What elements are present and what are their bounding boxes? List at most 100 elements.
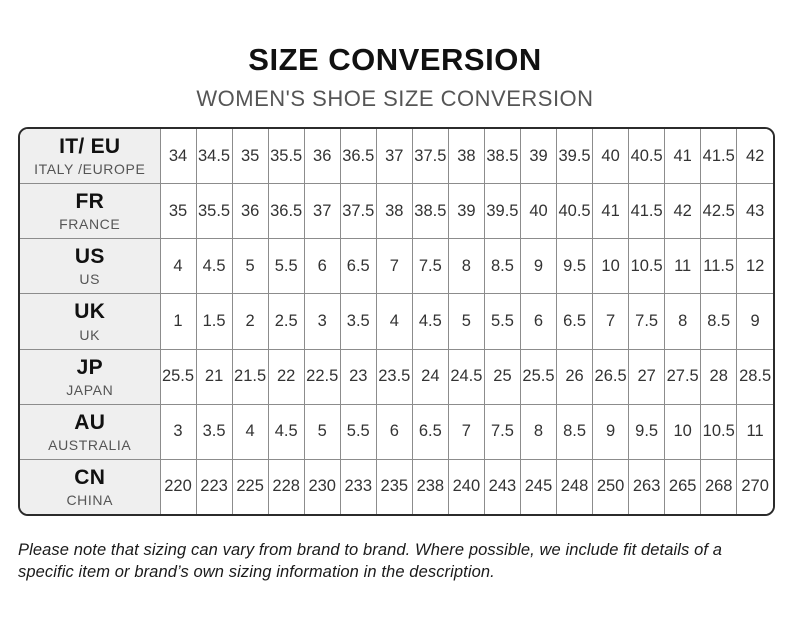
size-cell: 42 <box>736 129 773 185</box>
size-cell: 5 <box>448 293 485 350</box>
size-cell: 22 <box>268 349 305 405</box>
size-conversion-table: IT/ EU ITALY /EUROPE 34 34.5 35 35.5 36 36.5 37 3… <box>20 129 773 514</box>
page-subtitle: WOMEN'S SHOE SIZE CONVERSION <box>196 85 594 111</box>
table-row: AU AUSTRALIA 3 3.5 4 4.5 5 5.5 6 6.5 7 7.5 8 8.5 9 9.5 1… <box>20 404 773 460</box>
size-cell: 4 <box>232 404 269 460</box>
size-cell: 5 <box>232 238 269 295</box>
size-cell: 225 <box>232 459 269 514</box>
table-row: US US 4 4.5 5 5.5 6 6.5 7 7.5 8 8.5 9 9.5 10 10.5 11 11.5… <box>20 238 773 295</box>
table-row: CN CHINA 220 223 225 228 230 233 235 238 240 243 245… <box>20 459 773 514</box>
size-cell: 42.5 <box>700 183 738 240</box>
size-cell: 35 <box>160 183 197 240</box>
size-cell: 7.5 <box>628 293 666 350</box>
size-cell: 38 <box>448 129 485 185</box>
table-row: IT/ EU ITALY /EUROPE 34 34.5 35 35.5 36 36.5 37 3… <box>20 129 773 185</box>
page-header: SIZE CONVERSION WOMEN'S SHOE SIZE CONVER… <box>0 0 790 112</box>
size-cell: 265 <box>664 459 702 514</box>
size-cell: 270 <box>736 459 773 514</box>
size-cell: 40 <box>520 183 558 240</box>
size-cell: 8.5 <box>484 238 521 295</box>
size-cell: 37.5 <box>340 183 377 240</box>
row-code: UK <box>74 300 106 324</box>
size-cell: 220 <box>160 459 197 514</box>
size-cell: 8.5 <box>700 293 738 350</box>
size-cell: 35 <box>232 129 269 185</box>
row-region: US <box>79 271 101 288</box>
size-cell: 8 <box>448 238 485 295</box>
size-cell: 9 <box>736 293 773 350</box>
size-cell: 7 <box>592 293 630 350</box>
size-cell: 10 <box>592 238 630 295</box>
size-cell: 7.5 <box>412 238 449 295</box>
size-cell: 245 <box>520 459 558 514</box>
size-cell: 34.5 <box>196 129 233 185</box>
row-region: JAPAN <box>66 381 114 398</box>
size-cell: 36 <box>232 183 269 240</box>
size-cell: 24 <box>412 349 449 405</box>
size-cell: 235 <box>376 459 413 514</box>
size-cell: 7.5 <box>484 404 521 460</box>
row-region: CHINA <box>66 492 114 508</box>
row-code: AU <box>74 410 106 434</box>
size-cell: 21 <box>196 349 233 405</box>
size-cell: 3.5 <box>340 293 377 350</box>
size-cell: 228 <box>268 459 305 514</box>
size-cell: 4.5 <box>268 404 305 460</box>
size-cell: 9.5 <box>556 238 594 295</box>
size-cell: 10 <box>664 404 702 460</box>
row-code: US <box>74 245 105 269</box>
size-cell: 21.5 <box>232 349 269 405</box>
table-row: JP JAPAN 25.5 21 21.5 22 22.5 23 23.5 24 24.5 25 25.… <box>20 349 773 405</box>
size-cell: 41.5 <box>700 129 738 185</box>
size-cell: 41.5 <box>628 183 666 240</box>
row-header-cell: IT/ EU ITALY /EUROPE <box>20 129 161 185</box>
size-cell: 238 <box>412 459 449 514</box>
size-cell: 39 <box>448 183 485 240</box>
page-title: SIZE CONVERSION <box>248 42 542 77</box>
size-cell: 37.5 <box>412 129 449 185</box>
size-cell: 6 <box>304 238 341 295</box>
size-cell: 37 <box>304 183 341 240</box>
size-cell: 3 <box>304 293 341 350</box>
size-cell: 27.5 <box>664 349 702 405</box>
row-code: IT/ EU <box>59 134 121 158</box>
size-cell: 25.5 <box>160 349 197 405</box>
size-cell: 24.5 <box>448 349 485 405</box>
size-cell: 39.5 <box>556 129 594 185</box>
size-cell: 40.5 <box>556 183 594 240</box>
size-cell: 6.5 <box>556 293 594 350</box>
size-cell: 4.5 <box>196 238 233 295</box>
size-cell: 38.5 <box>412 183 449 240</box>
size-cell: 6 <box>376 404 413 460</box>
size-cell: 2.5 <box>268 293 305 350</box>
size-cell: 4.5 <box>412 293 449 350</box>
size-cell: 9 <box>520 238 558 295</box>
size-cell: 233 <box>340 459 377 514</box>
table-row: FR FRANCE 35 35.5 36 36.5 37 37.5 38 38.5 39 39.5 40… <box>20 183 773 240</box>
size-cell: 39.5 <box>484 183 521 240</box>
size-cell: 12 <box>736 238 773 295</box>
size-cell: 39 <box>520 129 558 185</box>
size-cell: 5.5 <box>340 404 377 460</box>
footer-note: Please note that sizing can vary from br… <box>18 541 722 581</box>
size-cell: 43 <box>736 183 773 240</box>
size-cell: 5 <box>304 404 341 460</box>
row-region: ITALY /EUROPE <box>34 161 146 178</box>
size-cell: 3.5 <box>196 404 233 460</box>
row-header-cell: JP JAPAN <box>20 349 161 405</box>
size-cell: 8 <box>520 404 558 460</box>
size-cell: 42 <box>664 183 702 240</box>
size-cell: 3 <box>160 404 197 460</box>
size-cell: 35.5 <box>268 129 305 185</box>
size-cell: 26.5 <box>592 349 630 405</box>
size-cell: 37 <box>376 129 413 185</box>
size-cell: 8 <box>664 293 702 350</box>
size-cell: 223 <box>196 459 233 514</box>
size-cell: 230 <box>304 459 341 514</box>
size-cell: 250 <box>592 459 630 514</box>
size-cell: 10.5 <box>700 404 738 460</box>
row-header-cell: US US <box>20 238 161 295</box>
size-cell: 28.5 <box>736 349 773 405</box>
size-cell: 36.5 <box>268 183 305 240</box>
size-cell: 28 <box>700 349 738 405</box>
